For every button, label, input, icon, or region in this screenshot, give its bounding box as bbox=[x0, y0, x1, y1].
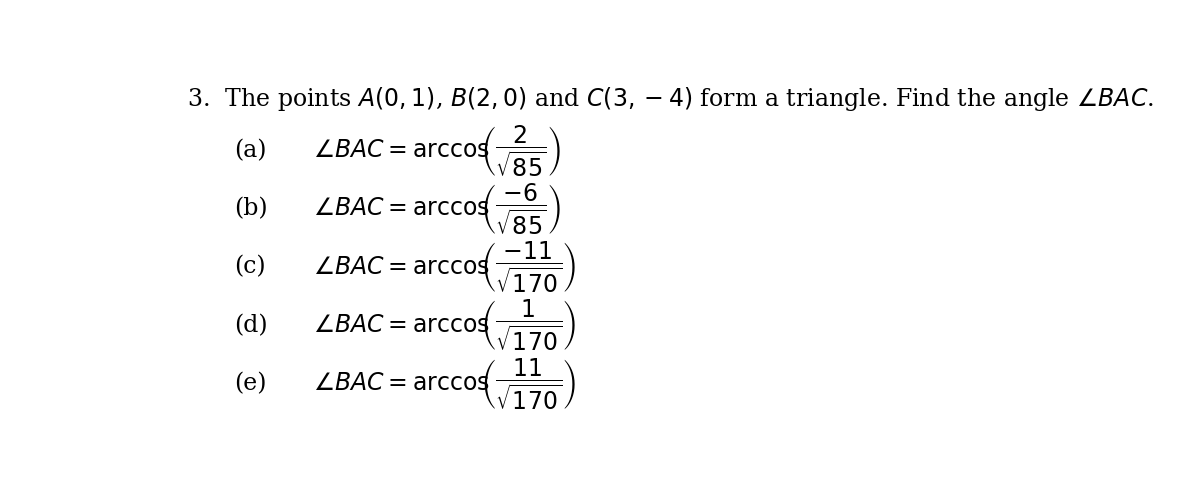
Text: $\angle BAC = \arccos$: $\angle BAC = \arccos$ bbox=[313, 256, 490, 279]
Text: (e): (e) bbox=[234, 372, 266, 395]
Text: $\angle BAC = \arccos$: $\angle BAC = \arccos$ bbox=[313, 314, 490, 337]
Text: (c): (c) bbox=[234, 256, 265, 279]
Text: $\left(\dfrac{2}{\sqrt{85}}\right)$: $\left(\dfrac{2}{\sqrt{85}}\right)$ bbox=[480, 122, 562, 179]
Text: $\left(\dfrac{-6}{\sqrt{85}}\right)$: $\left(\dfrac{-6}{\sqrt{85}}\right)$ bbox=[480, 181, 562, 237]
Text: $\left(\dfrac{11}{\sqrt{170}}\right)$: $\left(\dfrac{11}{\sqrt{170}}\right)$ bbox=[480, 356, 577, 411]
Text: 3.  The points $A(0,1)$, $B(2,0)$ and $C(3,-4)$ form a triangle. Find the angle : 3. The points $A(0,1)$, $B(2,0)$ and $C(… bbox=[187, 85, 1154, 113]
Text: (a): (a) bbox=[234, 139, 266, 162]
Text: $\angle BAC = \arccos$: $\angle BAC = \arccos$ bbox=[313, 372, 490, 395]
Text: $\angle BAC = \arccos$: $\angle BAC = \arccos$ bbox=[313, 197, 490, 221]
Text: $\left(\dfrac{1}{\sqrt{170}}\right)$: $\left(\dfrac{1}{\sqrt{170}}\right)$ bbox=[480, 297, 577, 353]
Text: $\left(\dfrac{-11}{\sqrt{170}}\right)$: $\left(\dfrac{-11}{\sqrt{170}}\right)$ bbox=[480, 239, 577, 295]
Text: (d): (d) bbox=[234, 314, 268, 337]
Text: $\angle BAC = \arccos$: $\angle BAC = \arccos$ bbox=[313, 139, 490, 162]
Text: (b): (b) bbox=[234, 197, 268, 221]
